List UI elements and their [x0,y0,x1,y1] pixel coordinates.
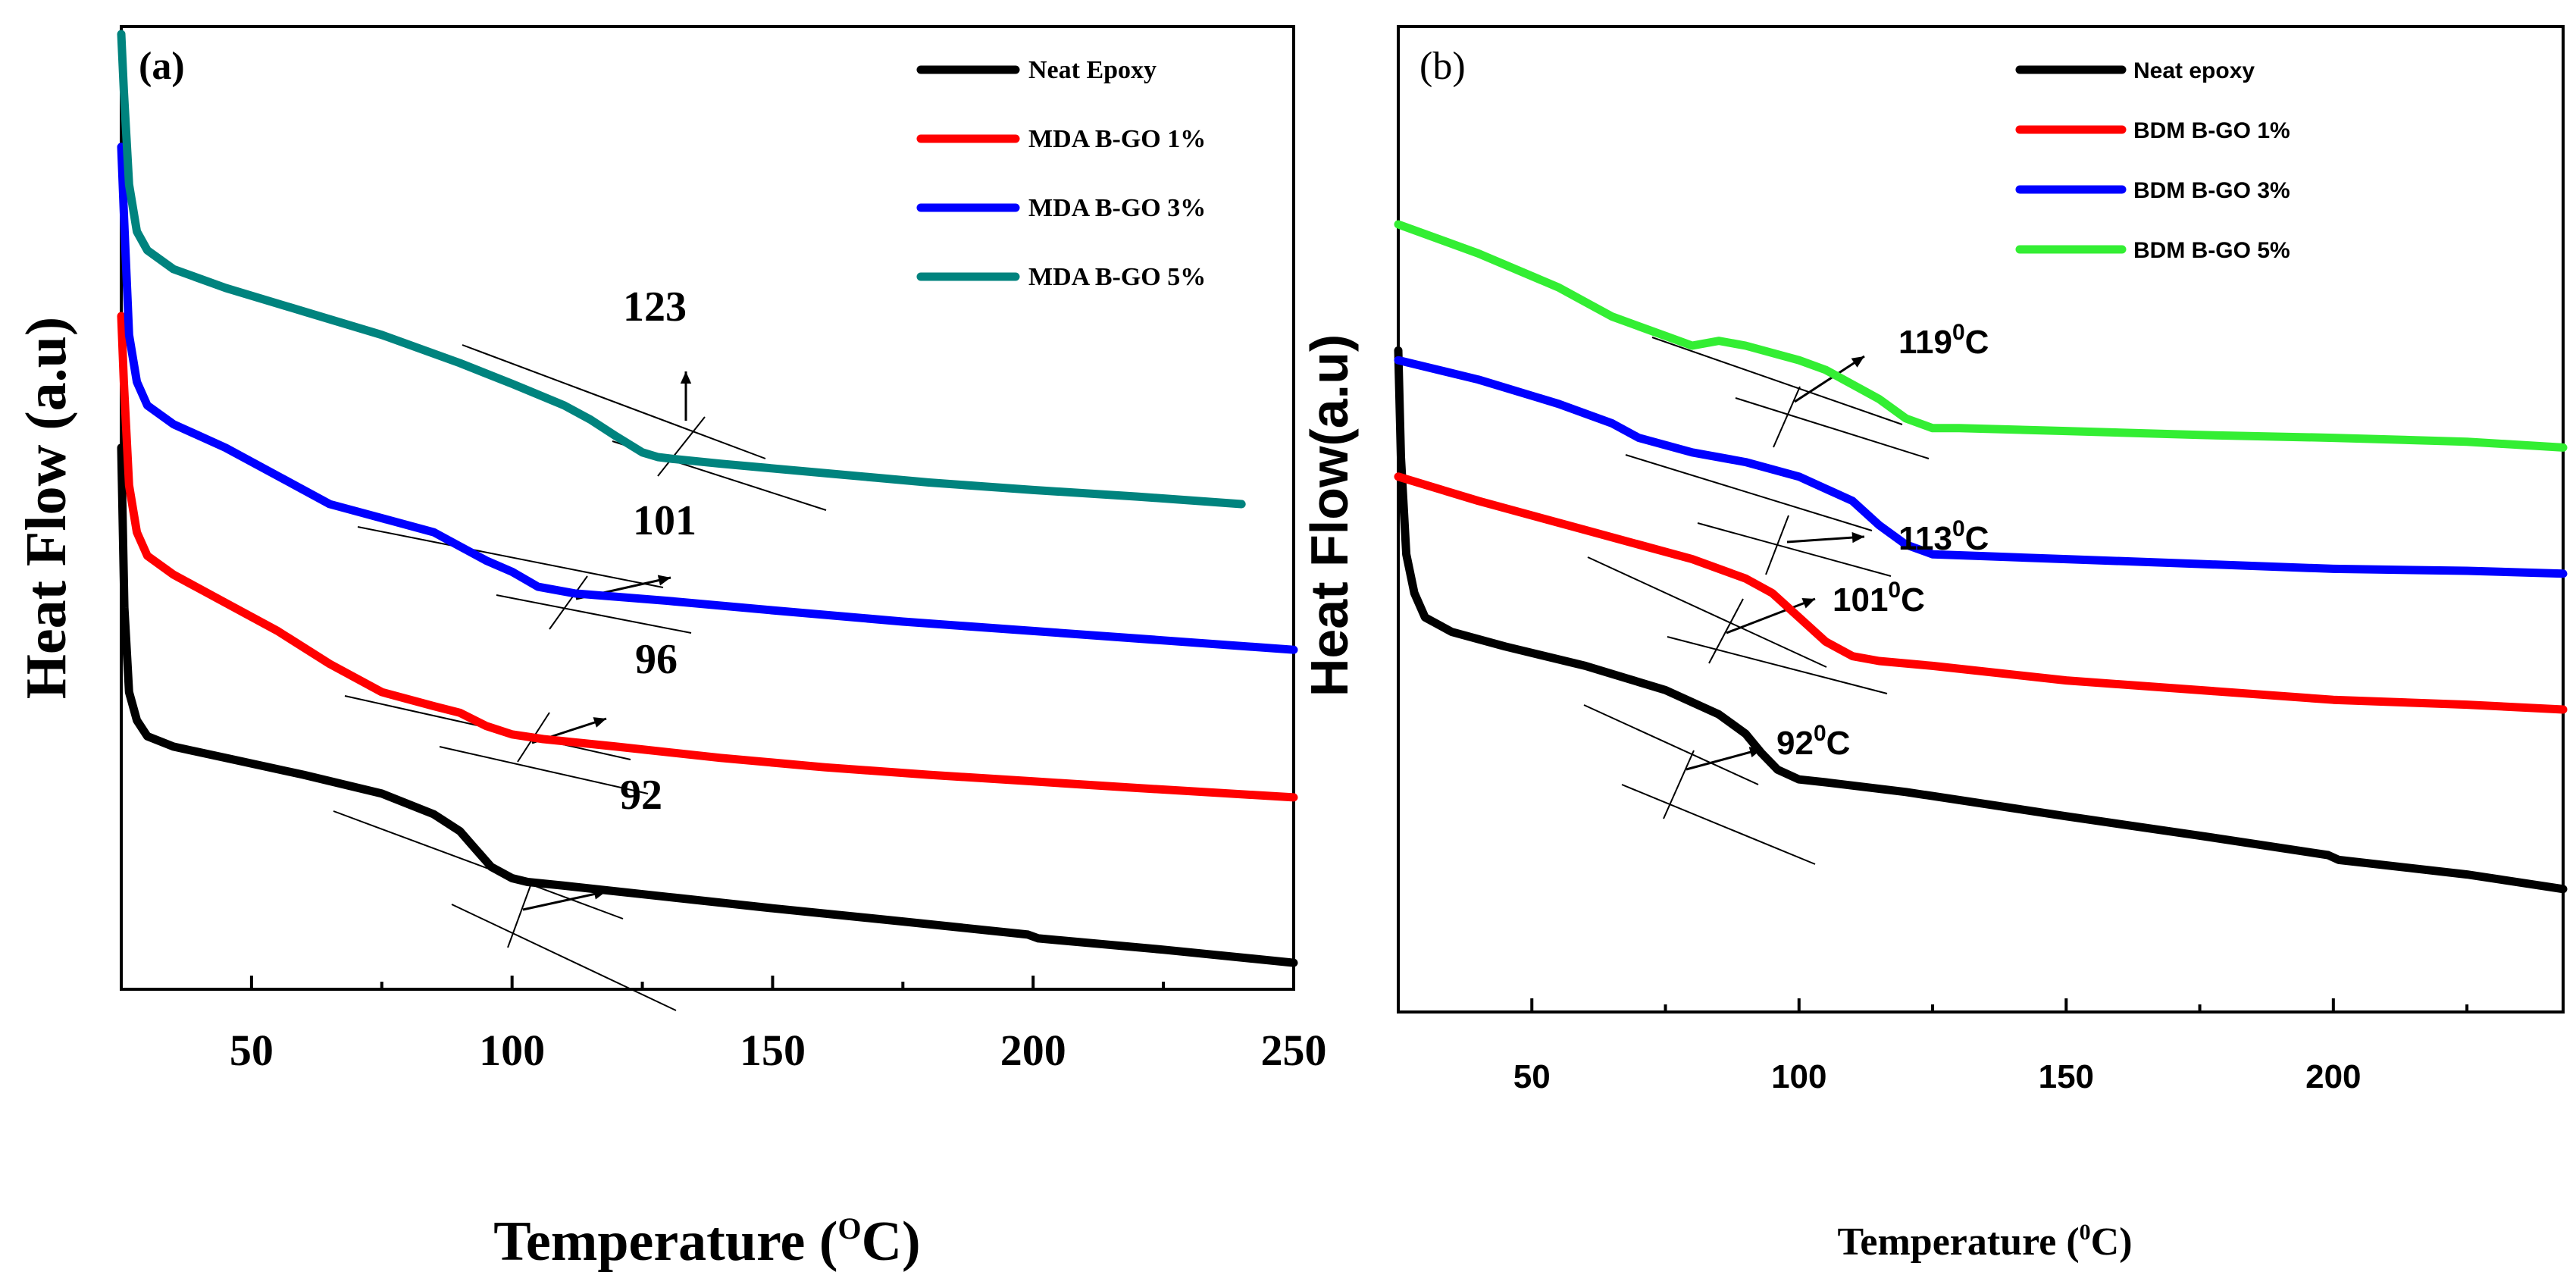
panel-a-y-axis-title: Heat Flow (a.u) [14,317,78,699]
panel-b-tangent-line [1708,598,1744,664]
panel-a-series-mda-b-go-5 [117,30,1246,509]
panel-b-tangent-line [1735,397,1930,459]
panel-a-series-mda-b-go-3 [117,143,1298,654]
panel-b-arrowhead [1851,356,1864,368]
panel-a-tangent-line [507,879,534,948]
panel-b-x-tick-label-50: 50 [1513,1058,1551,1095]
panel-a-x-tick-label-100: 100 [479,1026,545,1075]
panel-a-arrowhead [593,717,606,728]
panel-b-legend-label-bdm-b-go-3: BDM B-GO 3% [2133,178,2290,203]
panel-b-tangent-line [1621,784,1816,865]
panel-b-tangent-line [1697,522,1892,577]
panel-b-arrowhead [1801,598,1815,609]
panel-a-arrowhead [680,371,692,384]
panel-a-x-axis-title: Temperature (OC) [493,1211,920,1272]
panel-a-tangent-line [439,746,649,794]
panel-b-annotation-119: 1190C [1898,320,1989,361]
panel-b-legend-label-neat-epoxy: Neat epoxy [2133,58,2255,83]
panel-b-label: (b) [1419,45,1466,88]
panel-a-tangent-line [462,344,766,459]
panel-a-x-tick-label-50: 50 [230,1026,274,1075]
panel-b-tangent-line [1667,636,1888,694]
panel-b-tangent-line [1625,454,1873,531]
panel-a: (a) 50 100 150 200 250 Neat Epoxy MDA B-GO 1%… [14,25,1327,1272]
panel-a-tangent-line [451,904,677,1011]
panel-b-x-tick-label-100: 100 [1771,1058,1826,1095]
panel-a-tangent-line [496,594,692,634]
panel-b-annotation-101: 1010C [1833,578,1925,619]
panel-b-x-tick-label-200: 200 [2305,1058,2361,1095]
panel-b-annotation-arrow [1786,535,1865,544]
panel-b-tangent-line [1663,750,1695,819]
panel-a-annotation-92: 92 [620,772,662,819]
panel-b-annotation-arrow [1794,355,1865,403]
panel-b-tangent-line [1765,515,1789,575]
panel-b-annotation-arrow [1726,597,1816,634]
panel-a-tangent-line [333,810,624,920]
panel-b-annotation-113: 1130C [1898,516,1989,557]
panel-a-tangent-line [549,575,588,630]
panel-b-tangent-line [1587,556,1827,668]
panel-b: (b) 50 100 150 200 Neat epoxy BDM B-GO 1% BDM… [1300,25,2568,1264]
panel-a-annotation-96: 96 [635,636,678,683]
panel-a-series-neat-epoxy [117,443,1298,967]
panel-a-label: (a) [139,45,185,88]
panel-b-annotation-92: 920C [1776,721,1850,762]
panel-a-tangent-line [657,416,706,477]
panel-b-plot-frame [1397,25,2565,1014]
panel-a-x-tick-label-150: 150 [740,1026,806,1075]
panel-b-legend-label-bdm-b-go-1: BDM B-GO 1% [2133,118,2290,143]
panel-b-tangent-line [1583,704,1759,785]
panel-a-arrowhead [657,575,671,586]
panel-b-x-tick-label-150: 150 [2039,1058,2094,1095]
panel-b-series-bdm-b-go-1 [1394,472,2568,714]
panel-a-legend-label-mda-b-go-1: MDA B-GO 1% [1028,125,1206,153]
panel-a-x-tick-label-250: 250 [1261,1026,1327,1075]
panel-a-annotation-101: 101 [633,497,696,544]
panel-b-series-bdm-b-go-5 [1394,220,2568,452]
panel-a-x-tick-label-200: 200 [1000,1026,1066,1075]
panel-a-tangent-line [357,526,664,588]
panel-b-tangent-line [1773,386,1801,448]
panel-a-annotation-123: 123 [623,284,687,331]
panel-a-legend-label-mda-b-go-3: MDA B-GO 3% [1028,194,1206,222]
panel-b-series-bdm-b-go-3 [1394,356,2568,578]
panel-b-series-neat-epoxy [1394,346,2568,894]
panel-b-y-axis-title: Heat Flow(a.u) [1300,334,1359,697]
panel-b-x-axis-title: Temperature (0C) [1837,1220,2132,1264]
panel-a-annotation-arrow [522,890,607,911]
panel-a-legend-label-neat-epoxy: Neat Epoxy [1028,56,1157,84]
panel-b-tangent-line [1651,337,1903,425]
panel-a-legend-label-mda-b-go-5: MDA B-GO 5% [1028,263,1206,291]
panel-a-series-mda-b-go-1 [117,312,1298,802]
panel-b-annotation-arrow [1686,747,1763,771]
panel-b-arrowhead [1851,531,1864,544]
panel-a-plot-frame [120,25,1295,991]
panel-b-legend-label-bdm-b-go-5: BDM B-GO 5% [2133,238,2290,263]
